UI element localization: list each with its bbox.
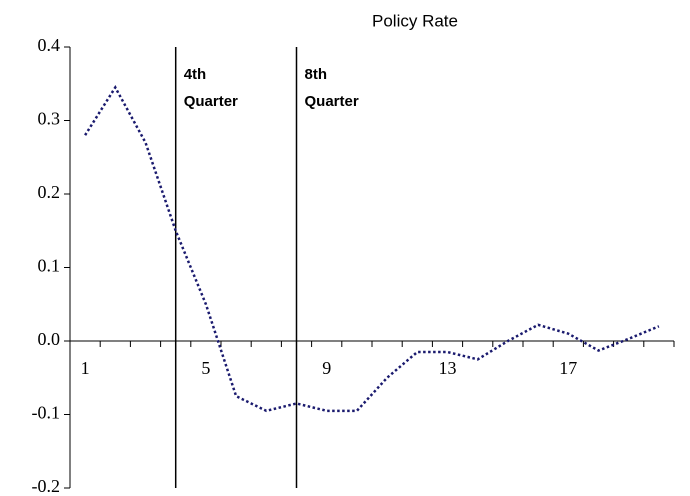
y-tick-label: 0.1 (38, 256, 61, 276)
chart-title: Policy Rate (372, 11, 458, 30)
y-tick-label: -0.1 (32, 403, 61, 423)
x-tick-label: 17 (559, 358, 577, 378)
line-series (84, 84, 660, 413)
x-tick-label: 13 (439, 358, 457, 378)
annotation-text: Quarter (184, 93, 238, 110)
x-tick-label: 9 (322, 358, 331, 378)
y-tick-label: 0.2 (38, 182, 61, 202)
annotation-text: Quarter (305, 93, 359, 110)
annotation-text: 4th (184, 66, 207, 83)
annotation-text: 8th (305, 66, 328, 83)
y-tick-label: 0.4 (38, 35, 61, 55)
y-tick-label: 0.0 (38, 329, 61, 349)
x-tick-label: 5 (201, 358, 210, 378)
y-tick-label: -0.2 (32, 476, 61, 496)
y-tick-label: 0.3 (38, 109, 61, 129)
x-tick-label: 1 (81, 358, 90, 378)
